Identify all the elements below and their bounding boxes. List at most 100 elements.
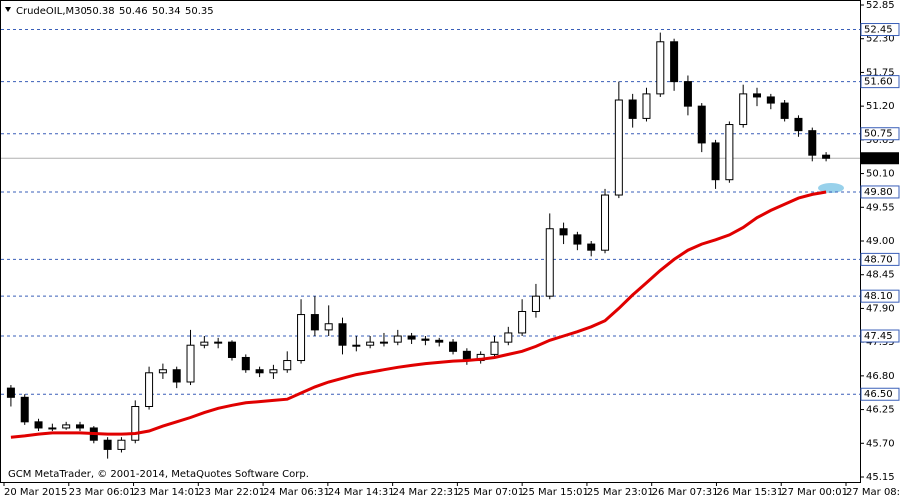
candle-body	[20, 396, 29, 423]
x-tick-label: 23 Mar 22:01	[198, 487, 265, 498]
candle-body	[545, 228, 554, 297]
candle-body	[725, 124, 734, 181]
level-label-box	[860, 127, 900, 141]
level-label: 48.10	[864, 291, 893, 302]
x-tick-label: 20 Mar 2015	[4, 487, 67, 498]
ohlc-value: 50.35	[185, 6, 214, 17]
x-tick-label: 24 Mar 22:31	[393, 487, 460, 498]
level-label: 52.45	[864, 25, 893, 36]
level-label-box	[860, 75, 900, 89]
candle-body	[75, 424, 84, 429]
x-tick-label: 26 Mar 07:31	[652, 487, 719, 498]
highlight	[818, 183, 844, 193]
candle-body	[711, 142, 720, 181]
candle-body	[352, 344, 361, 347]
candle-body	[670, 41, 679, 83]
level-label-box	[860, 289, 900, 303]
candle-body	[822, 154, 831, 159]
candle-body	[297, 314, 306, 362]
level-label-box	[860, 185, 900, 199]
y-tick-label: 51.20	[866, 101, 895, 112]
candle-body	[601, 194, 610, 251]
level-label: 47.45	[864, 331, 893, 342]
candle-body	[490, 341, 499, 355]
candle-body	[407, 335, 416, 340]
footer: GCM MetaTrader, © 2001-2014, MetaQuotes …	[8, 469, 309, 480]
level-label-box	[860, 387, 900, 401]
candle-body	[117, 439, 126, 450]
candle-body	[310, 314, 319, 331]
candle-body	[283, 360, 292, 371]
x-tick-label: 27 Mar 00:01	[781, 487, 848, 498]
candle-body	[366, 341, 375, 346]
y-tick-label: 47.90	[866, 303, 895, 314]
x-tick-label: 27 Mar 08:01	[846, 487, 900, 498]
candle-body	[587, 243, 596, 251]
candle-body	[642, 93, 651, 119]
candle-body	[393, 335, 402, 343]
y-tick-label: 46.80	[866, 371, 895, 382]
x-tick-label: 25 Mar 15:01	[522, 487, 589, 498]
candle-body	[158, 369, 167, 374]
candle-body	[808, 130, 817, 156]
candle-body	[131, 406, 140, 441]
x-tick-label: 25 Mar 07:01	[457, 487, 524, 498]
candle-body	[573, 234, 582, 245]
y-tick-label: 46.25	[866, 405, 895, 416]
x-tick-label: 23 Mar 06:01	[69, 487, 136, 498]
y-tick-label: 45.70	[866, 438, 895, 449]
candle-body	[780, 102, 789, 119]
candle-body	[449, 341, 458, 352]
candle-body	[628, 99, 637, 119]
candle-body	[338, 323, 347, 346]
candle-body	[656, 41, 665, 95]
candle-body	[34, 421, 43, 429]
current-price-box	[861, 152, 899, 165]
candle-body	[255, 369, 264, 374]
candle-body	[324, 323, 333, 331]
candle-body	[6, 387, 15, 398]
y-tick-label: 48.45	[866, 270, 895, 281]
candle-body	[739, 93, 748, 126]
candle-body	[504, 332, 513, 343]
level-label: 51.60	[864, 77, 893, 88]
candle-body	[753, 93, 762, 98]
current-price-label: 50.35	[864, 153, 893, 164]
candle-body	[186, 344, 195, 383]
ohlc-value: 50.38	[86, 6, 115, 17]
symbol-title: CrudeOIL,M30	[16, 6, 87, 17]
y-tick-label: 49.55	[866, 202, 895, 213]
y-tick-label: 51.75	[866, 67, 895, 78]
candle-body	[379, 341, 388, 344]
moving-average	[10, 190, 827, 439]
x-tick-label: 24 Mar 06:31	[263, 487, 330, 498]
candle-body	[794, 117, 803, 132]
candle-body	[214, 341, 223, 344]
level-label-box	[860, 23, 900, 37]
candle-body	[531, 295, 540, 312]
candle-body	[435, 339, 444, 343]
level-label-box	[860, 252, 900, 266]
candle-body	[62, 424, 71, 429]
ohlc-value: 50.46	[119, 6, 148, 17]
candle-body	[172, 369, 181, 383]
x-tick-label: 26 Mar 15:31	[716, 487, 783, 498]
y-tick-label: 49.00	[866, 236, 895, 247]
candle-body	[145, 372, 154, 408]
candle-body	[421, 338, 430, 341]
x-tick-label: 25 Mar 23:01	[587, 487, 654, 498]
candle-body	[766, 96, 775, 104]
y-tick-label: 50.10	[866, 169, 895, 180]
level-label: 50.75	[864, 129, 893, 140]
candle-body	[48, 427, 57, 430]
candle-body	[614, 99, 623, 196]
x-tick-label: 24 Mar 14:31	[328, 487, 395, 498]
candle-body	[559, 228, 568, 236]
candle-body	[103, 439, 112, 450]
menu-arrow[interactable]	[5, 7, 11, 12]
level-label: 48.70	[864, 254, 893, 265]
y-tick-label: 52.85	[866, 0, 895, 11]
level-label: 49.80	[864, 187, 893, 198]
x-tick-label: 23 Mar 14:01	[134, 487, 201, 498]
level-label: 46.50	[864, 389, 893, 400]
